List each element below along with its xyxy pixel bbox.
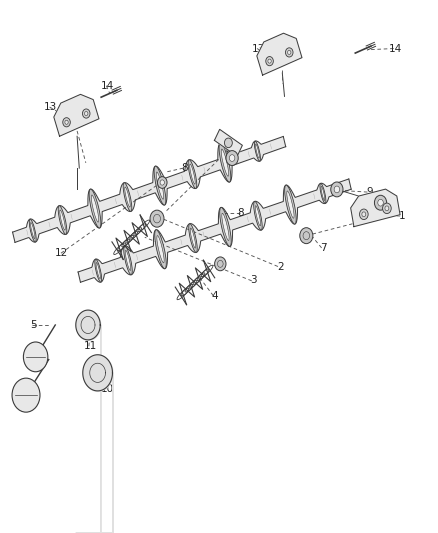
Circle shape bbox=[12, 378, 40, 412]
Circle shape bbox=[82, 109, 90, 118]
Text: 1: 1 bbox=[399, 211, 406, 221]
Text: 5: 5 bbox=[30, 320, 37, 330]
Ellipse shape bbox=[255, 206, 261, 226]
Ellipse shape bbox=[221, 149, 229, 176]
Text: 14: 14 bbox=[389, 44, 403, 53]
Ellipse shape bbox=[96, 263, 100, 279]
Circle shape bbox=[360, 209, 368, 220]
Ellipse shape bbox=[190, 228, 196, 248]
Polygon shape bbox=[257, 33, 302, 75]
Polygon shape bbox=[13, 136, 286, 243]
Circle shape bbox=[268, 59, 271, 63]
Ellipse shape bbox=[58, 206, 67, 235]
Circle shape bbox=[65, 120, 68, 124]
Ellipse shape bbox=[124, 246, 132, 274]
Circle shape bbox=[374, 195, 387, 210]
Circle shape bbox=[331, 182, 343, 197]
Circle shape bbox=[300, 228, 313, 244]
Ellipse shape bbox=[254, 141, 261, 161]
Ellipse shape bbox=[29, 219, 36, 242]
Circle shape bbox=[382, 203, 391, 214]
Ellipse shape bbox=[125, 251, 131, 270]
Circle shape bbox=[23, 342, 48, 372]
Circle shape bbox=[362, 212, 366, 217]
Ellipse shape bbox=[123, 183, 132, 212]
Ellipse shape bbox=[188, 160, 197, 189]
Circle shape bbox=[266, 56, 273, 66]
Polygon shape bbox=[54, 94, 99, 136]
Text: 8: 8 bbox=[181, 163, 187, 173]
Ellipse shape bbox=[254, 201, 262, 230]
Ellipse shape bbox=[125, 187, 130, 207]
Text: 6: 6 bbox=[30, 349, 37, 359]
Circle shape bbox=[226, 151, 238, 165]
Ellipse shape bbox=[190, 164, 195, 184]
Ellipse shape bbox=[31, 223, 35, 239]
Text: 13: 13 bbox=[44, 102, 57, 112]
Circle shape bbox=[215, 257, 226, 271]
Ellipse shape bbox=[219, 143, 231, 182]
Circle shape bbox=[160, 180, 164, 185]
Ellipse shape bbox=[320, 183, 326, 204]
Circle shape bbox=[286, 48, 293, 57]
Circle shape bbox=[85, 111, 88, 116]
Text: 13: 13 bbox=[252, 44, 265, 53]
Text: 7: 7 bbox=[321, 243, 327, 253]
Ellipse shape bbox=[255, 144, 259, 158]
Ellipse shape bbox=[220, 207, 231, 246]
Ellipse shape bbox=[89, 189, 101, 228]
Circle shape bbox=[385, 206, 389, 211]
Polygon shape bbox=[351, 189, 400, 227]
Text: 10: 10 bbox=[101, 384, 114, 394]
Text: 14: 14 bbox=[101, 81, 114, 91]
Text: 8: 8 bbox=[237, 208, 244, 219]
Polygon shape bbox=[78, 179, 351, 282]
Text: 12: 12 bbox=[55, 248, 68, 258]
Ellipse shape bbox=[95, 259, 102, 282]
Ellipse shape bbox=[321, 187, 325, 200]
Text: 2: 2 bbox=[277, 262, 283, 271]
Circle shape bbox=[378, 199, 383, 206]
Circle shape bbox=[334, 186, 339, 193]
Ellipse shape bbox=[287, 191, 294, 218]
Text: 9: 9 bbox=[366, 187, 373, 197]
Ellipse shape bbox=[157, 236, 164, 263]
Circle shape bbox=[150, 210, 164, 227]
Circle shape bbox=[157, 176, 167, 188]
Ellipse shape bbox=[156, 172, 164, 199]
Text: 11: 11 bbox=[84, 341, 97, 351]
Ellipse shape bbox=[154, 166, 166, 205]
Ellipse shape bbox=[91, 195, 99, 222]
Polygon shape bbox=[215, 130, 242, 156]
Ellipse shape bbox=[60, 210, 65, 230]
Ellipse shape bbox=[189, 224, 197, 253]
Text: 3: 3 bbox=[251, 275, 257, 285]
Circle shape bbox=[63, 118, 71, 127]
Text: 4: 4 bbox=[211, 290, 218, 301]
Circle shape bbox=[224, 138, 232, 148]
Circle shape bbox=[288, 51, 291, 54]
Ellipse shape bbox=[285, 185, 296, 224]
Ellipse shape bbox=[155, 230, 166, 269]
Ellipse shape bbox=[222, 213, 229, 240]
Circle shape bbox=[230, 155, 235, 161]
